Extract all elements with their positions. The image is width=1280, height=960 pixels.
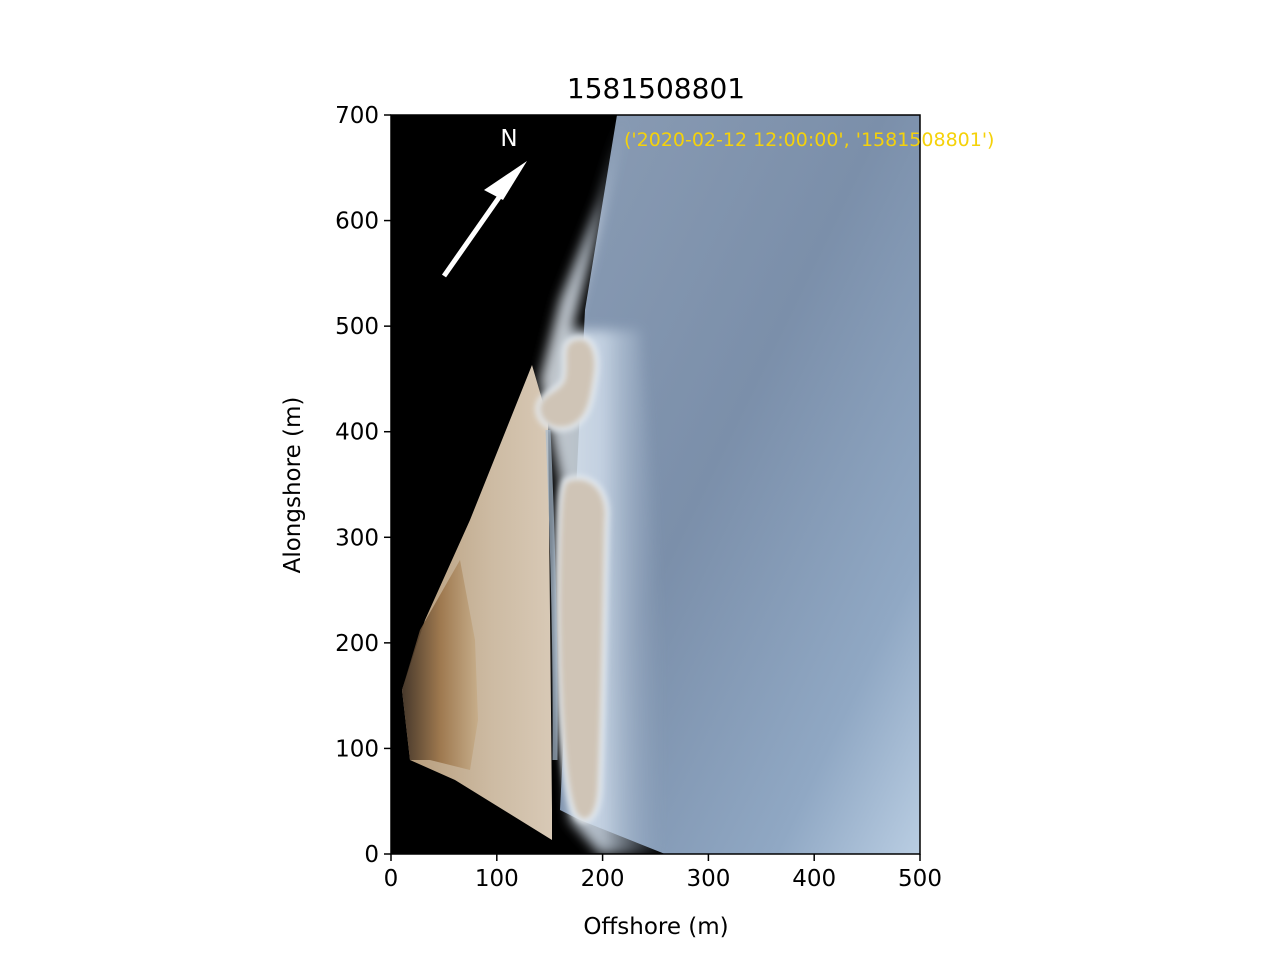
x-tick-label: 500 bbox=[898, 866, 942, 892]
x-tick-label: 0 bbox=[384, 866, 399, 892]
y-tick-label: 300 bbox=[335, 525, 379, 551]
x-axis: 0 100 200 300 400 500 bbox=[384, 854, 942, 892]
axes-frame bbox=[390, 114, 921, 855]
sand-bar-lower bbox=[555, 475, 610, 823]
y-tick-label: 200 bbox=[335, 631, 379, 657]
timestamp-annotation: ('2020-02-12 12:00:00', '1581508801') bbox=[624, 129, 994, 151]
y-tick-label: 600 bbox=[335, 209, 379, 235]
x-axis-title: Offshore (m) bbox=[583, 914, 728, 940]
y-tick-label: 0 bbox=[364, 842, 379, 868]
sand-bar-upper bbox=[535, 335, 599, 432]
trough bbox=[545, 429, 558, 761]
x-tick-label: 300 bbox=[686, 866, 730, 892]
y-axis: 0 100 200 300 400 500 600 700 bbox=[335, 103, 391, 868]
y-tick-label: 100 bbox=[335, 736, 379, 762]
x-tick-label: 100 bbox=[475, 866, 519, 892]
y-axis-title: Alongshore (m) bbox=[280, 397, 306, 574]
x-tick-label: 200 bbox=[581, 866, 625, 892]
plot-title: 1581508801 bbox=[567, 72, 745, 105]
north-label: N bbox=[500, 126, 517, 152]
dune-cliff bbox=[402, 560, 478, 770]
y-tick-label: 500 bbox=[335, 314, 379, 340]
rectified-beach-image bbox=[391, 115, 920, 854]
north-arrow-icon bbox=[441, 161, 527, 278]
x-tick-label: 400 bbox=[792, 866, 836, 892]
y-tick-label: 700 bbox=[335, 103, 379, 129]
y-tick-label: 400 bbox=[335, 420, 379, 446]
